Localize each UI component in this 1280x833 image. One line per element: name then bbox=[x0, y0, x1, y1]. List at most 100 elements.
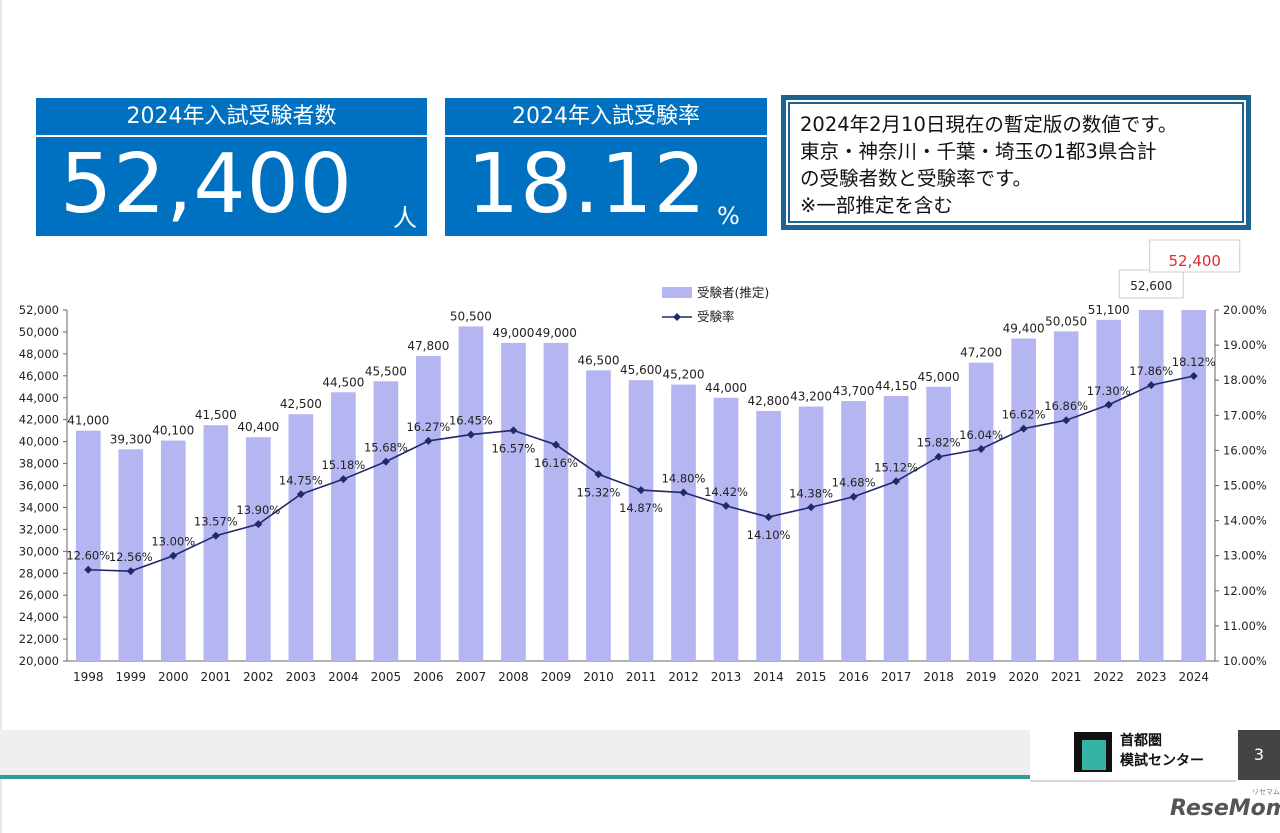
left-tick-label: 50,000 bbox=[19, 325, 59, 339]
bar-2003 bbox=[288, 414, 314, 661]
left-tick-label: 44,000 bbox=[19, 391, 59, 405]
rate-value-label: 16.62% bbox=[1002, 408, 1046, 422]
kpi-exam-count-label: 2024年入試受験者数 bbox=[36, 98, 427, 137]
x-tick-label: 2023 bbox=[1136, 670, 1167, 684]
bar-value-label: 46,500 bbox=[577, 353, 619, 367]
legend-bar-swatch bbox=[662, 287, 692, 298]
bar-value-label: 44,150 bbox=[875, 379, 917, 393]
bar-2004 bbox=[331, 392, 356, 661]
note-line-4: ※一部推定を含む bbox=[800, 194, 953, 217]
right-tick-label: 16.00% bbox=[1223, 443, 1267, 457]
bar-1999 bbox=[118, 449, 144, 661]
bar-value-label: 44,000 bbox=[705, 381, 747, 395]
x-tick-label: 2020 bbox=[1008, 670, 1039, 684]
kpi-exam-count-unit: 人 bbox=[393, 204, 417, 232]
rate-point bbox=[1062, 416, 1071, 425]
bar-2024 bbox=[1181, 310, 1207, 661]
rate-value-label: 13.90% bbox=[236, 503, 280, 517]
bar-2019 bbox=[968, 362, 994, 661]
rate-value-label: 17.86% bbox=[1129, 364, 1173, 378]
rate-point bbox=[1104, 400, 1113, 409]
left-tick-label: 48,000 bbox=[19, 347, 59, 361]
rate-point bbox=[126, 567, 135, 576]
bar-value-label: 45,200 bbox=[663, 368, 705, 382]
x-tick-label: 2017 bbox=[881, 670, 912, 684]
rate-value-label: 16.57% bbox=[492, 441, 536, 455]
rate-value-label: 14.10% bbox=[747, 528, 791, 542]
note-line-2: 東京・神奈川・千葉・埼玉の1都3県合計 bbox=[800, 140, 1157, 163]
bar-value-label: 45,000 bbox=[918, 370, 960, 384]
x-tick-label: 2000 bbox=[158, 670, 189, 684]
x-tick-label: 2022 bbox=[1093, 670, 1124, 684]
rate-point bbox=[722, 501, 731, 510]
left-tick-label: 38,000 bbox=[19, 457, 59, 471]
right-tick-label: 18.00% bbox=[1223, 373, 1267, 387]
left-tick-label: 22,000 bbox=[19, 632, 59, 646]
bar-2020 bbox=[1011, 338, 1036, 661]
rate-point bbox=[254, 520, 263, 529]
note-line-1: 2024年2月10日現在の暫定版の数値です。 bbox=[800, 113, 1178, 136]
x-tick-label: 2013 bbox=[711, 670, 742, 684]
rate-point bbox=[892, 477, 901, 486]
right-tick-label: 14.00% bbox=[1223, 514, 1267, 528]
bar-value-label: 42,500 bbox=[280, 397, 322, 411]
rate-value-label: 14.87% bbox=[619, 501, 663, 515]
left-tick-label: 20,000 bbox=[19, 654, 59, 668]
legend-line-marker bbox=[673, 313, 681, 321]
left-tick-label: 40,000 bbox=[19, 435, 59, 449]
bar-2006 bbox=[416, 356, 441, 661]
rate-point bbox=[509, 426, 518, 435]
highlight-value-box bbox=[1149, 239, 1241, 273]
rate-value-label: 14.38% bbox=[789, 486, 833, 500]
bar-value-label: 45,600 bbox=[620, 363, 662, 377]
x-tick-label: 2024 bbox=[1178, 670, 1209, 684]
left-tick-label: 26,000 bbox=[19, 588, 59, 602]
rate-value-label: 16.86% bbox=[1044, 399, 1088, 413]
rate-value-label: 18.12% bbox=[1172, 355, 1216, 369]
rate-point bbox=[764, 513, 773, 522]
org-logo: 首都圏 模試センター bbox=[1030, 730, 1236, 782]
note-line-3: の受験者数と受験率です。 bbox=[800, 167, 1033, 190]
bar-2005 bbox=[373, 381, 399, 661]
rate-point bbox=[339, 475, 348, 484]
bar-value-label: 49,000 bbox=[492, 326, 534, 340]
left-tick-label: 30,000 bbox=[19, 544, 59, 558]
bar-2009 bbox=[543, 342, 569, 661]
kpi-exam-rate-unit: % bbox=[717, 202, 740, 230]
rate-value-label: 12.60% bbox=[66, 549, 110, 563]
rate-value-label: 16.04% bbox=[959, 428, 1003, 442]
bar-value-label: 47,200 bbox=[960, 346, 1002, 360]
bar-value-label: 43,700 bbox=[833, 384, 875, 398]
bar-2014 bbox=[756, 410, 781, 661]
left-tick-label: 52,000 bbox=[19, 303, 59, 317]
x-tick-label: 2008 bbox=[498, 670, 529, 684]
x-tick-label: 2019 bbox=[966, 670, 997, 684]
bar-2000 bbox=[160, 440, 186, 661]
bar-2002 bbox=[246, 437, 271, 661]
rate-point bbox=[211, 531, 220, 540]
footer-bar bbox=[0, 730, 1030, 775]
x-tick-label: 2002 bbox=[243, 670, 274, 684]
logo-mark-icon bbox=[1074, 732, 1112, 772]
legend-bar-label: 受験者(推定) bbox=[697, 285, 769, 300]
page-edge bbox=[0, 0, 2, 833]
rate-point bbox=[169, 551, 178, 560]
right-tick-label: 11.00% bbox=[1223, 619, 1267, 633]
x-tick-label: 2021 bbox=[1051, 670, 1082, 684]
bar-value-label: 45,500 bbox=[365, 364, 407, 378]
bar-value-label: 40,400 bbox=[237, 420, 279, 434]
bar-value-label: 50,500 bbox=[450, 309, 492, 323]
bar-2023 bbox=[1138, 310, 1164, 661]
legend-line-label: 受験率 bbox=[697, 309, 735, 324]
right-tick-label: 20.00% bbox=[1223, 303, 1267, 317]
rate-point bbox=[84, 565, 93, 574]
rate-point bbox=[934, 452, 943, 461]
x-tick-label: 2007 bbox=[456, 670, 487, 684]
rate-value-label: 14.68% bbox=[832, 476, 876, 490]
footer-accent-line bbox=[0, 775, 1030, 779]
left-tick-label: 24,000 bbox=[19, 610, 59, 624]
kpi-exam-count-value: 52,400 bbox=[60, 137, 353, 232]
rate-point bbox=[381, 457, 390, 466]
rate-value-label: 15.18% bbox=[321, 458, 365, 472]
